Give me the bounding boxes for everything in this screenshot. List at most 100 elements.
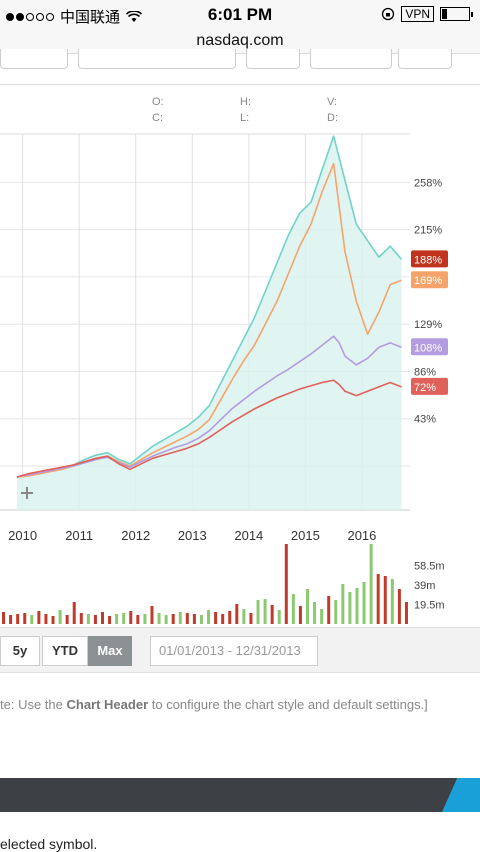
volume-bar <box>221 614 225 624</box>
series-end-label-0: 188% <box>411 250 448 268</box>
clock: 6:01 PM <box>207 5 273 24</box>
volume-bar <box>2 612 6 624</box>
carrier-info: 中国联通 <box>6 6 143 27</box>
volume-bar <box>199 615 203 624</box>
volume-tick-label: 58.5m <box>414 561 445 573</box>
volume-bar <box>383 576 387 624</box>
low-label: L: <box>240 112 250 124</box>
volume-bar <box>327 596 331 624</box>
date-range-input[interactable]: 01/01/2013 - 12/31/2013 <box>150 636 318 666</box>
volume-bar <box>185 613 189 624</box>
series-line-0 <box>16 135 403 478</box>
series-line-3 <box>16 379 402 478</box>
volume-bar <box>334 600 338 624</box>
series-end-label-2: 108% <box>411 338 448 356</box>
x-tick-label: 2014 <box>234 528 263 543</box>
volume-bar <box>228 611 232 624</box>
x-tick-label: 2011 <box>65 528 93 543</box>
high-label: H: <box>240 96 251 108</box>
volume-bar <box>348 592 352 624</box>
volume-bar <box>157 613 161 624</box>
volume-label: V: <box>327 96 337 108</box>
y-tick-label: 86% <box>414 366 436 378</box>
svg-text:169%: 169% <box>414 275 442 287</box>
volume-bar <box>108 616 112 624</box>
x-tick-label: 2012 <box>121 528 150 543</box>
chart-header-note: te: Use the Chart Header to configure th… <box>0 697 428 712</box>
volume-bar <box>178 612 182 624</box>
toolbar-dropdown-2[interactable] <box>78 49 236 69</box>
y-tick-label: 129% <box>414 319 442 331</box>
range-ytd-button[interactable]: YTD <box>42 636 88 666</box>
toolbar-dropdown-1[interactable] <box>0 49 68 69</box>
volume-bar <box>9 615 13 624</box>
status-bar: 中国联通 6:01 PM VPN <box>0 0 480 30</box>
volume-bar <box>306 589 309 624</box>
toolbar-dropdown-4[interactable] <box>310 49 392 69</box>
volume-bar <box>44 614 48 624</box>
volume-bar <box>390 579 394 624</box>
volume-bar <box>192 614 196 624</box>
banner-accent <box>442 778 480 812</box>
svg-text:188%: 188% <box>414 254 442 266</box>
volume-bar <box>397 589 401 624</box>
volume-bar <box>93 615 97 624</box>
signal-strength-icon <box>6 12 54 21</box>
volume-bar <box>235 604 239 624</box>
volume-bar <box>136 615 140 624</box>
vpn-badge: VPN <box>401 6 434 22</box>
open-label: O: <box>152 96 164 108</box>
volume-tick-label: 19.5m <box>414 600 445 612</box>
y-tick-label: 215% <box>414 225 442 237</box>
volume-bar <box>122 613 126 624</box>
toolbar-dropdown-3[interactable] <box>246 49 300 69</box>
svg-text:108%: 108% <box>414 342 442 354</box>
x-tick-label: 2016 <box>347 528 376 543</box>
volume-bar <box>129 611 133 624</box>
volume-tick-label: 39m <box>414 580 435 592</box>
volume-bar <box>150 606 154 624</box>
volume-bar <box>115 614 119 624</box>
rotation-lock-icon <box>382 7 395 21</box>
volume-bar <box>277 610 281 624</box>
toolbar-settings-button[interactable] <box>398 49 452 69</box>
x-tick-label: 2013 <box>178 528 207 543</box>
volume-bar <box>37 611 41 624</box>
volume-bar <box>362 582 366 624</box>
volume-bar <box>376 574 380 624</box>
volume-bar <box>207 610 211 624</box>
volume-bar <box>214 612 218 624</box>
date-label: D: <box>327 112 338 124</box>
volume-bar <box>355 588 359 624</box>
volume-bar <box>249 613 253 624</box>
range-max-button[interactable]: Max <box>88 636 132 666</box>
range-5y-button[interactable]: 5y <box>0 636 40 666</box>
volume-bar <box>291 594 295 624</box>
volume-bar <box>65 615 69 624</box>
chart-header-link: Chart Header <box>66 697 149 712</box>
bottom-text: elected symbol. <box>0 836 98 852</box>
crosshair-plus-icon[interactable] <box>21 487 33 499</box>
volume-bar <box>298 606 302 624</box>
volume-bar <box>51 616 55 624</box>
wifi-icon <box>126 10 143 22</box>
status-icons: VPN <box>381 6 473 22</box>
volume-bar <box>30 615 34 624</box>
price-chart[interactable]: 188% 169% 108% 72% 258% 215% 129% 86% 43% 2010 2… <box>0 130 480 550</box>
volume-chart: 58.5m 39m 19.5m <box>2 544 445 624</box>
volume-bar <box>79 613 83 624</box>
volume-bar <box>270 605 274 624</box>
volume-bar <box>101 612 104 624</box>
volume-bar <box>256 600 260 624</box>
x-tick-label: 2015 <box>291 528 320 543</box>
y-tick-label: 258% <box>414 177 442 189</box>
volume-bar <box>369 544 373 624</box>
volume-bar <box>72 602 76 624</box>
volume-bar <box>341 584 345 624</box>
volume-bar <box>23 613 27 624</box>
volume-bar <box>164 615 168 624</box>
volume-bar <box>284 544 288 624</box>
series-end-label-1: 169% <box>411 271 448 289</box>
volume-bar <box>320 609 324 624</box>
range-selector: 5y YTD Max 01/01/2013 - 12/31/2013 <box>0 627 480 673</box>
